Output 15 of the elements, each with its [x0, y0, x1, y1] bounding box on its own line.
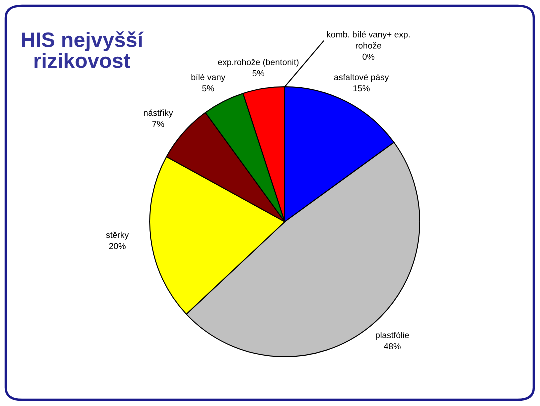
category-label: komb. bílé vany+ exp. rohože	[327, 31, 410, 49]
chart-title: HIS nejvyšší rizikovost	[22, 32, 144, 68]
slice-label: asfaltové pásy	[334, 74, 390, 82]
slice-label: stěrky	[106, 232, 130, 240]
data-label: 5%	[202, 86, 214, 92]
slice-label: exp.rohože (bentonit)	[218, 59, 299, 68]
text: 0%	[362, 54, 375, 60]
data-label: 48%	[384, 343, 401, 350]
data-label: 15%	[354, 86, 370, 92]
slice-label: bílé vany	[192, 74, 226, 82]
slice-label: nástřiky	[144, 110, 174, 118]
slice-label: plastfólie	[376, 332, 410, 340]
data-label: 20%	[109, 243, 126, 250]
data-label: 5%	[252, 70, 265, 77]
data-label: 7%	[152, 121, 164, 128]
